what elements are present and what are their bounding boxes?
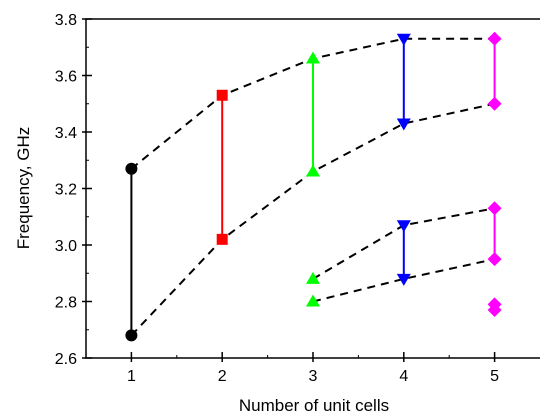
x-tick-label: 2 (218, 368, 227, 385)
circle-marker (125, 329, 138, 342)
dashed-trend-line (312, 258, 495, 303)
x-tick-label: 3 (309, 368, 318, 385)
diamond-marker (487, 96, 502, 111)
y-tick-label: 2.6 (55, 351, 77, 368)
triangle-down-marker (396, 220, 411, 233)
square-marker (216, 89, 228, 101)
triangle-down-marker (396, 33, 411, 46)
x-tick-label: 5 (490, 368, 499, 385)
x-tick-label: 1 (127, 368, 136, 385)
x-tick-label: 4 (399, 368, 408, 385)
data-markers (125, 31, 502, 342)
diamond-marker (487, 302, 502, 317)
y-tick-label: 2.8 (55, 295, 77, 312)
range-bars (130, 38, 496, 336)
square-marker (216, 233, 228, 245)
triangle-up-marker (306, 294, 320, 307)
y-axis-label: Frequency, GHz (14, 127, 33, 250)
y-tick-label: 3.8 (55, 12, 77, 29)
y-tick-label: 3.0 (55, 238, 77, 255)
axis-ticks: 2.6 2.8 3.0 3.2 3.4 3.6 3.8 1 2 3 4 5 (55, 12, 499, 385)
y-tick-label: 3.6 (55, 69, 77, 86)
diamond-marker (487, 31, 502, 46)
triangle-up-marker (306, 164, 320, 177)
x-axis-label: Number of unit cells (239, 396, 389, 415)
triangle-up-marker (306, 271, 320, 284)
y-tick-label: 3.2 (55, 182, 77, 199)
circle-marker (125, 162, 138, 175)
diamond-marker (487, 252, 502, 267)
triangle-down-marker (396, 273, 411, 286)
y-tick-label: 3.4 (55, 125, 77, 142)
triangle-up-marker (306, 51, 320, 64)
triangle-down-marker (396, 118, 411, 131)
diamond-marker (487, 201, 502, 216)
